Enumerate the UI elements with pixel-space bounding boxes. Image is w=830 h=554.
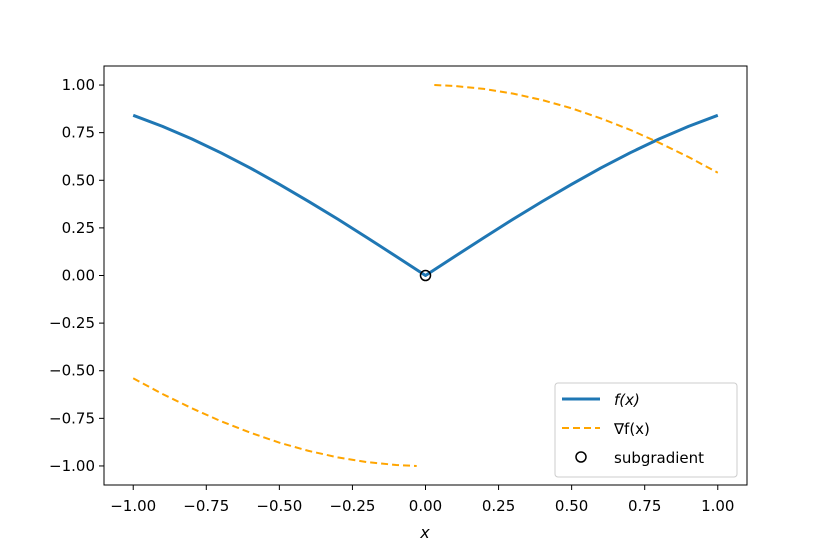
y-axis: 1.00 0.75 0.50 0.25 0.00 −0.25 −0.50 −0.75 −1.00 xyxy=(49,76,104,475)
y-tick-label: 0.50 xyxy=(62,171,95,189)
y-tick-label: 0.00 xyxy=(62,267,95,285)
series-gradient-line-1 xyxy=(132,377,417,467)
x-tick-label: 0.25 xyxy=(482,497,515,515)
y-tick-label: −1.00 xyxy=(49,457,95,475)
x-tick-label: −0.75 xyxy=(183,497,229,515)
y-tick-label: 1.00 xyxy=(62,76,95,94)
x-tick-label: 0.75 xyxy=(628,497,661,515)
y-tick-label: 0.25 xyxy=(62,219,95,237)
legend-swatch-subgradient xyxy=(575,451,587,463)
x-tick-label: −0.25 xyxy=(329,497,375,515)
legend-label-f: f(x) xyxy=(614,391,640,409)
legend-label-grad: ∇f(x) xyxy=(613,420,650,438)
x-tick-label: 0.00 xyxy=(409,497,442,515)
legend: f(x) ∇f(x) subgradient xyxy=(554,382,738,478)
x-tick-label: −1.00 xyxy=(110,497,156,515)
subgradient-marker xyxy=(419,269,432,282)
y-tick-label: −0.25 xyxy=(49,314,95,332)
x-axis-label: x xyxy=(419,523,430,542)
legend-frame xyxy=(554,382,738,478)
series-f-line xyxy=(132,113,719,277)
x-tick-label: −0.50 xyxy=(256,497,302,515)
y-tick-label: 0.75 xyxy=(62,124,95,142)
x-axis: −1.00 −0.75 −0.50 −0.25 0.00 0.25 0.50 0.75 1.00 xyxy=(110,485,734,515)
y-tick-label: −0.75 xyxy=(49,409,95,427)
x-tick-label: 0.50 xyxy=(555,497,588,515)
legend-label-subgradient: subgradient xyxy=(614,449,704,467)
x-tick-label: 1.00 xyxy=(701,497,734,515)
series-gradient-line-2 xyxy=(434,84,719,174)
y-tick-label: −0.50 xyxy=(49,362,95,380)
